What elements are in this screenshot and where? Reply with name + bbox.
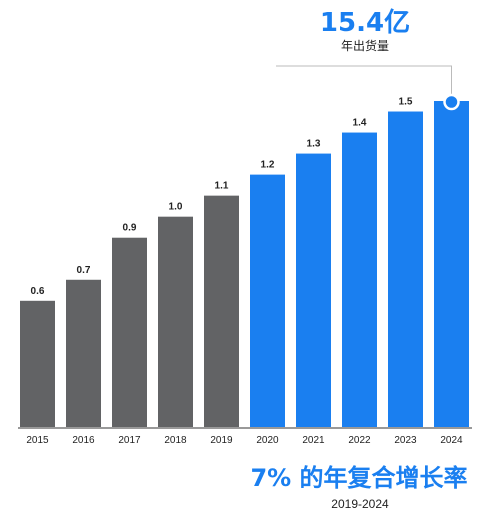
x-tick-2024: 2024 — [440, 435, 463, 446]
bar-2016 — [66, 279, 101, 427]
value-label-2023: 1.5 — [399, 97, 413, 108]
bar-2017 — [112, 237, 147, 427]
highlight-value: 15.4亿 — [319, 8, 411, 38]
value-label-2019: 1.1 — [215, 181, 229, 192]
x-tick-2018: 2018 — [164, 435, 187, 446]
bar-2020 — [250, 174, 285, 427]
bar-2022 — [342, 132, 377, 427]
x-tick-2016: 2016 — [72, 435, 95, 446]
value-label-2020: 1.2 — [261, 160, 275, 171]
value-label-2021: 1.3 — [307, 139, 321, 150]
value-label-2016: 0.7 — [77, 265, 91, 276]
bar-group — [20, 101, 469, 428]
bar-2023 — [388, 111, 423, 428]
x-tick-2020: 2020 — [256, 435, 279, 446]
highlight-leader-line — [276, 65, 452, 102]
bar-2018 — [158, 216, 193, 427]
highlight-marker — [443, 93, 460, 111]
value-label-group: 0.6 0.7 0.9 1.0 1.1 1.2 1.3 1.4 1.5 — [31, 97, 413, 297]
highlight-label: 年出货量 — [340, 39, 389, 53]
x-tick-2017: 2017 — [118, 435, 141, 446]
value-label-2017: 0.9 — [123, 223, 137, 234]
x-tick-2023: 2023 — [394, 435, 417, 446]
value-label-2018: 1.0 — [169, 202, 183, 213]
bar-2019 — [204, 195, 239, 427]
leader-line — [276, 65, 452, 102]
value-label-2022: 1.4 — [353, 118, 367, 129]
x-tick-2022: 2022 — [348, 435, 371, 446]
value-label-2015: 0.6 — [31, 286, 45, 297]
x-tick-2019: 2019 — [210, 435, 233, 446]
bar-2024 — [434, 101, 469, 427]
x-tick-label-group: 2015 2016 2017 2018 2019 2020 2021 2022 2023 2024 — [26, 435, 463, 446]
x-tick-2015: 2015 — [26, 435, 49, 446]
bar-2015 — [20, 300, 55, 427]
growth-rate-text: 7% 的年复合增长率 — [250, 464, 468, 492]
growth-period: 2019-2024 — [331, 497, 389, 511]
x-tick-2021: 2021 — [302, 435, 325, 446]
bar-2021 — [296, 153, 331, 428]
